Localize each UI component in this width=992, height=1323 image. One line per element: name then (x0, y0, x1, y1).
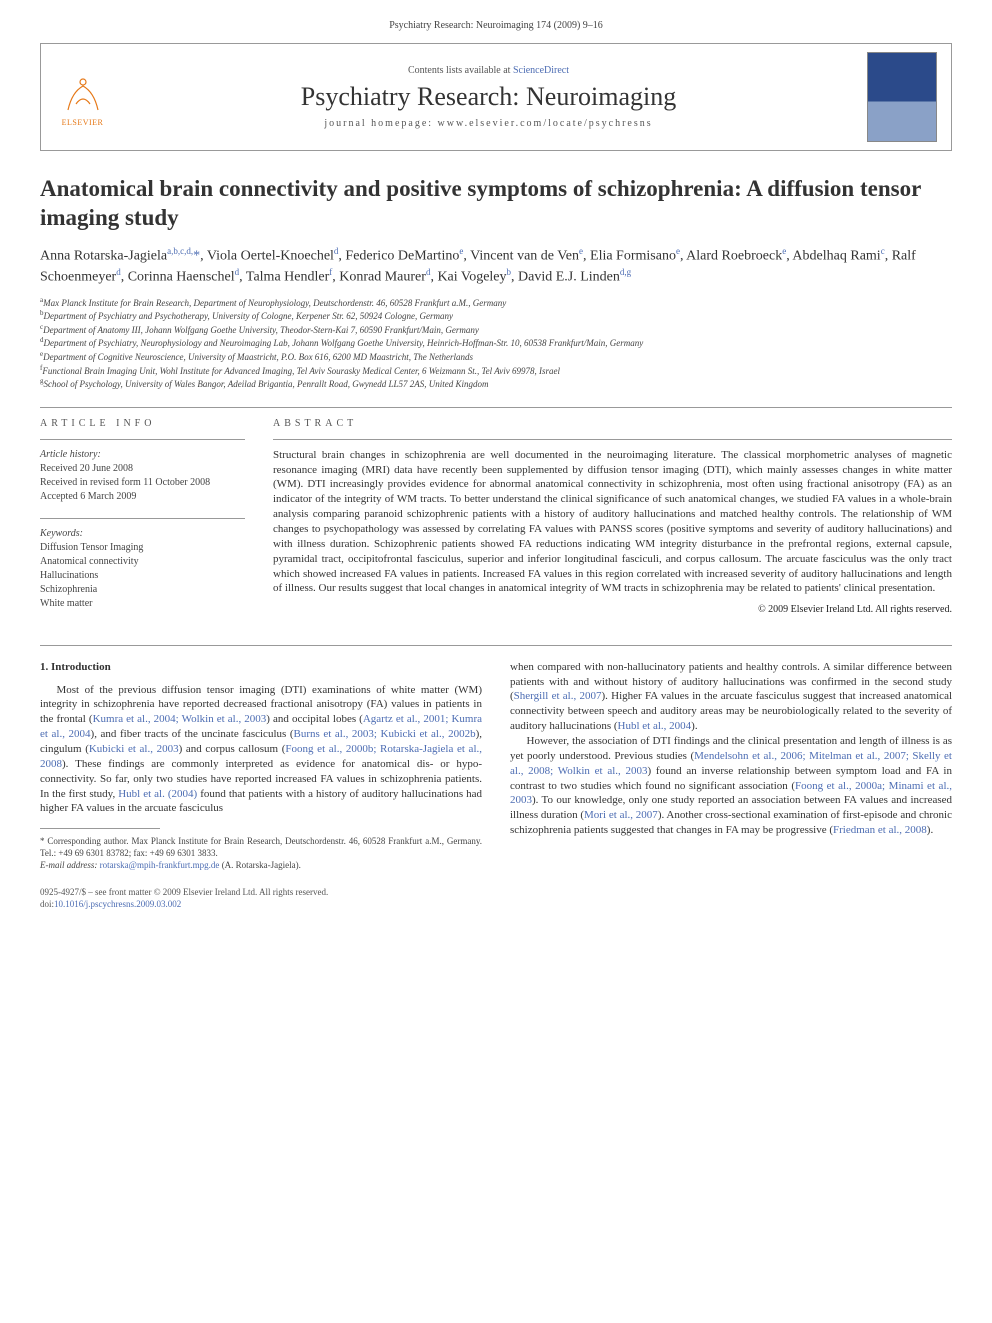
contents-prefix: Contents lists available at (408, 65, 513, 76)
accepted-date: Accepted 6 March 2009 (40, 490, 245, 504)
abstract-column: ABSTRACT Structural brain changes in sch… (273, 418, 952, 625)
keyword: White matter (40, 597, 245, 611)
affiliation-line: eDepartment of Cognitive Neuroscience, U… (40, 350, 952, 364)
article-history: Article history: Received 20 June 2008 R… (40, 448, 245, 504)
info-abstract-row: ARTICLE INFO Article history: Received 2… (40, 418, 952, 625)
affiliation-line: bDepartment of Psychiatry and Psychother… (40, 309, 952, 323)
affiliations-list: aMax Planck Institute for Brain Research… (40, 296, 952, 391)
body-column-right: when compared with non-hallucinatory pat… (510, 660, 952, 872)
sciencedirect-link[interactable]: ScienceDirect (513, 65, 569, 76)
received-date: Received 20 June 2008 (40, 462, 245, 476)
homepage-url: www.elsevier.com/locate/psychresns (438, 118, 653, 129)
footnote-rule (40, 828, 160, 829)
journal-homepage: journal homepage: www.elsevier.com/locat… (110, 118, 867, 129)
journal-name: Psychiatry Research: Neuroimaging (110, 82, 867, 112)
affiliation-line: fFunctional Brain Imaging Unit, Wohl Ins… (40, 364, 952, 378)
header-center: Contents lists available at ScienceDirec… (110, 65, 867, 129)
intro-para-1-cont: when compared with non-hallucinatory pat… (510, 660, 952, 734)
body-column-left: 1. Introduction Most of the previous dif… (40, 660, 482, 872)
abstract-rule (273, 439, 952, 440)
journal-cover-thumbnail (867, 52, 937, 142)
elsevier-logo: ELSEVIER (55, 67, 110, 127)
doi-label: doi: (40, 899, 54, 909)
email-label: E-mail address: (40, 860, 100, 870)
affiliation-line: gSchool of Psychology, University of Wal… (40, 377, 952, 391)
corresponding-author-footnote: * Corresponding author. Max Planck Insti… (40, 835, 482, 871)
ref-link[interactable]: Kumra et al., 2004; Wolkin et al., 2003 (93, 713, 267, 725)
article-title: Anatomical brain connectivity and positi… (40, 175, 952, 233)
keyword: Anatomical connectivity (40, 555, 245, 569)
divider-bottom (40, 645, 952, 646)
ref-link[interactable]: Hubl et al., 2004 (618, 720, 692, 732)
ref-link[interactable]: Friedman et al., 2008 (833, 824, 927, 836)
authors-list: Anna Rotarska-Jagielaa,b,c,d,*, Viola Oe… (40, 245, 952, 288)
publisher-name: ELSEVIER (62, 118, 104, 127)
ref-link[interactable]: Mori et al., 2007 (584, 809, 658, 821)
abstract-text: Structural brain changes in schizophreni… (273, 448, 952, 596)
corresp-text: * Corresponding author. Max Planck Insti… (40, 835, 482, 859)
affiliation-line: dDepartment of Psychiatry, Neurophysiolo… (40, 336, 952, 350)
running-head: Psychiatry Research: Neuroimaging 174 (2… (40, 20, 952, 31)
section-1-header: 1. Introduction (40, 660, 482, 675)
keyword: Schizophrenia (40, 583, 245, 597)
ref-link[interactable]: Hubl et al. (2004) (118, 788, 197, 800)
keyword: Diffusion Tensor Imaging (40, 541, 245, 555)
ref-link[interactable]: Burns et al., 2003; Kubicki et al., 2002… (294, 728, 476, 740)
intro-para-2: However, the association of DTI findings… (510, 734, 952, 838)
email-link[interactable]: rotarska@mpih-frankfurt.mpg.de (100, 860, 220, 870)
info-rule-1 (40, 439, 245, 440)
article-info-label: ARTICLE INFO (40, 418, 245, 429)
abstract-copyright: © 2009 Elsevier Ireland Ltd. All rights … (273, 604, 952, 615)
journal-header-box: ELSEVIER Contents lists available at Sci… (40, 43, 952, 151)
contents-line: Contents lists available at ScienceDirec… (110, 65, 867, 76)
info-rule-2 (40, 518, 245, 519)
keywords-block: Keywords: Diffusion Tensor ImagingAnatom… (40, 527, 245, 611)
page-footer: 0925-4927/$ – see front matter © 2009 El… (40, 886, 952, 910)
history-header: Article history: (40, 448, 245, 462)
article-info-column: ARTICLE INFO Article history: Received 2… (40, 418, 245, 625)
doi-link[interactable]: 10.1016/j.pscychresns.2009.03.002 (54, 899, 181, 909)
ref-link[interactable]: Shergill et al., 2007 (514, 690, 602, 702)
keyword: Hallucinations (40, 569, 245, 583)
homepage-prefix: journal homepage: (324, 118, 437, 129)
affiliation-line: cDepartment of Anatomy III, Johann Wolfg… (40, 323, 952, 337)
intro-para-1: Most of the previous diffusion tensor im… (40, 683, 482, 817)
email-suffix: (A. Rotarska-Jagiela). (219, 860, 300, 870)
affiliation-line: aMax Planck Institute for Brain Research… (40, 296, 952, 310)
keywords-header: Keywords: (40, 527, 245, 541)
divider-top (40, 407, 952, 408)
revised-date: Received in revised form 11 October 2008 (40, 476, 245, 490)
abstract-label: ABSTRACT (273, 418, 952, 429)
body-columns: 1. Introduction Most of the previous dif… (40, 660, 952, 872)
front-matter-line: 0925-4927/$ – see front matter © 2009 El… (40, 886, 952, 898)
ref-link[interactable]: Kubicki et al., 2003 (89, 743, 179, 755)
